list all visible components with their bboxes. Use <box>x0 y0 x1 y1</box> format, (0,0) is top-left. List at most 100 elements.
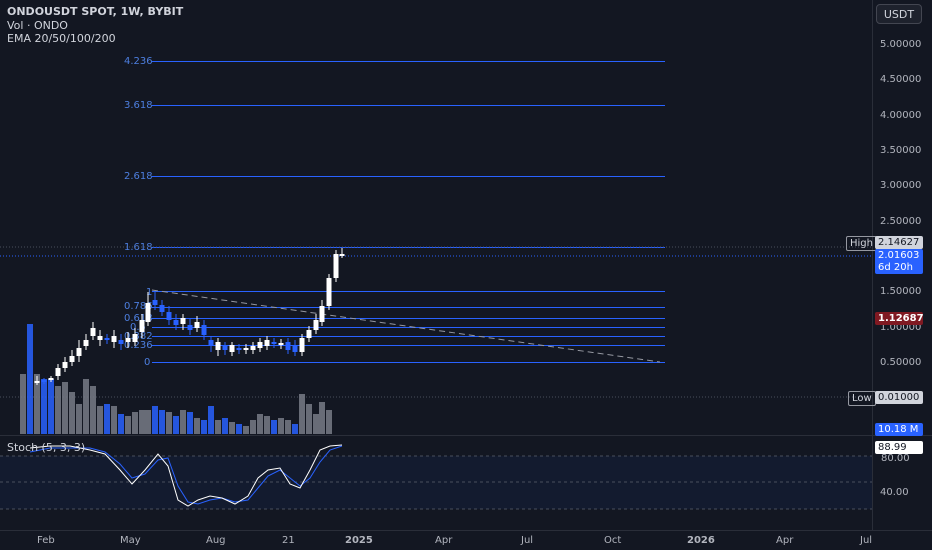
volume-bar <box>76 404 82 434</box>
volume-bar <box>222 418 228 434</box>
price-tick: 3.00000 <box>880 180 921 191</box>
time-tick: Apr <box>435 535 453 546</box>
time-tick: Feb <box>37 535 55 546</box>
candle-body <box>145 303 151 322</box>
candle-body <box>83 340 89 346</box>
candle-body <box>333 254 339 278</box>
volume-legend[interactable]: Vol · ONDO <box>7 18 68 32</box>
volume-bar <box>257 414 263 434</box>
fib-label-0236: 0.236 <box>124 340 153 351</box>
time-tick: Oct <box>604 535 621 546</box>
time-tick: Aug <box>206 535 226 546</box>
stoch-80-tick: 80.00 <box>881 453 910 464</box>
candle-body <box>159 305 165 312</box>
symbol-title[interactable]: ONDOUSDT SPOT, 1W, BYBIT <box>7 5 184 18</box>
fib-retracement[interactable] <box>152 61 665 363</box>
candle-body <box>111 336 117 342</box>
candle-body <box>339 254 345 256</box>
volume-bar <box>69 392 75 434</box>
candle-body <box>48 378 54 380</box>
candle-body <box>125 338 131 342</box>
volume-bar <box>326 410 332 434</box>
volume-bar <box>319 402 325 434</box>
volume-bar <box>201 420 207 434</box>
time-tick: May <box>120 535 141 546</box>
stoch-legend[interactable]: Stoch (5, 3, 3) <box>7 441 86 454</box>
price-tick: 4.50000 <box>880 74 921 85</box>
volume-bar <box>194 418 200 434</box>
price-tick: 4.00000 <box>880 110 921 121</box>
volume-bar <box>215 420 221 434</box>
price-tick: 0.50000 <box>880 357 921 368</box>
volume-bar <box>90 386 96 434</box>
volume-bar <box>145 410 151 434</box>
volume-bar <box>104 404 110 434</box>
candle-body <box>76 348 82 356</box>
candle-body <box>194 322 200 328</box>
last-price-tag: 2.01603 <box>875 249 923 262</box>
fib-label-0618: 0.618 <box>124 313 153 324</box>
candles[interactable] <box>34 248 345 385</box>
fib-label-0: 0 <box>144 357 150 368</box>
candle-body <box>285 342 291 350</box>
countdown-tag: 6d 20h <box>875 261 923 274</box>
volume-bar <box>187 412 193 434</box>
volume-bar <box>55 386 61 434</box>
candle-body <box>139 320 145 332</box>
volume-bar <box>243 426 249 434</box>
fib-label-1: 1 <box>146 287 152 298</box>
candle-body <box>69 356 75 362</box>
candle-body <box>222 346 228 350</box>
candle-body <box>250 346 256 350</box>
volume-bar <box>236 424 242 434</box>
candle-body <box>132 334 138 342</box>
time-axis[interactable]: Feb May Aug 21 2025 Apr Jul Oct 2026 Apr… <box>37 535 872 546</box>
time-tick: 2026 <box>687 535 715 546</box>
time-tick: Jul <box>859 535 872 546</box>
volume-bar <box>27 324 33 434</box>
volume-bar <box>180 410 186 434</box>
candle-body <box>292 345 298 352</box>
price-tick: 1.00000 <box>880 322 921 333</box>
price-tick: 3.50000 <box>880 145 921 156</box>
fib-label-3618: 3.618 <box>124 100 153 111</box>
volume-bar <box>285 420 291 434</box>
time-tick: 2025 <box>345 535 373 546</box>
volume-bar <box>125 416 131 434</box>
fib-label-0786: 0.786 <box>124 301 153 312</box>
candle-body <box>236 348 242 350</box>
candle-body <box>62 362 68 368</box>
price-axis[interactable]: 5.00000 4.50000 4.00000 3.50000 3.00000 … <box>880 39 921 498</box>
volume-bar <box>132 412 138 434</box>
candle-body <box>55 368 61 376</box>
candle-body <box>34 381 40 383</box>
currency-button[interactable]: USDT <box>876 4 922 24</box>
candle-body <box>215 342 221 350</box>
volume-bar <box>41 379 47 434</box>
ema-legend[interactable]: EMA 20/50/100/200 <box>7 32 116 45</box>
trend-line[interactable] <box>151 289 661 363</box>
volume-bar <box>173 416 179 434</box>
candle-body <box>180 318 186 324</box>
price-tick: 5.00000 <box>880 39 921 50</box>
high-value-tag: 2.14627 <box>875 236 923 249</box>
stoch-d-line <box>29 445 343 505</box>
volume-bar <box>62 382 68 434</box>
volume-bar <box>250 420 256 434</box>
candle-body <box>313 320 319 330</box>
volume-bars <box>20 324 332 434</box>
candle-body <box>243 348 249 350</box>
fib-label-05: 0.5 <box>130 322 146 333</box>
candle-body <box>326 278 332 306</box>
candle-body <box>278 343 284 345</box>
low-label-tag: Low <box>848 391 876 406</box>
volume-bar <box>278 418 284 434</box>
candle-body <box>118 340 124 344</box>
candle-body <box>152 300 158 305</box>
volume-bar <box>139 410 145 434</box>
fib-label-2618: 2.618 <box>124 171 153 182</box>
volume-bar <box>299 394 305 434</box>
volume-bar <box>111 406 117 434</box>
volume-bar <box>48 379 54 434</box>
